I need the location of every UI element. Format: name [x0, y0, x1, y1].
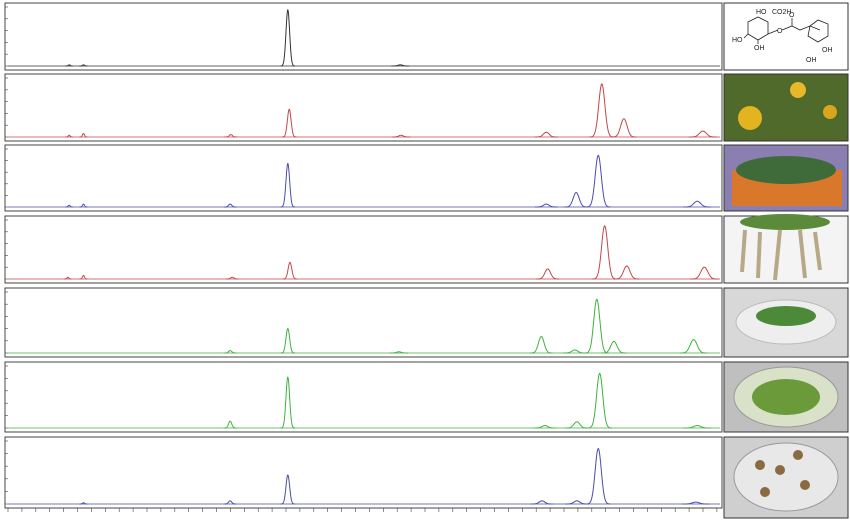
structure-label: CO2H: [772, 9, 791, 16]
structure-bonds: [743, 16, 829, 44]
peak: [613, 265, 640, 280]
panel-frame: [4, 144, 723, 212]
peak: [65, 134, 74, 138]
peak: [225, 276, 239, 280]
photo-detail: [736, 156, 836, 184]
photo-detail: [733, 442, 839, 512]
peak: [534, 131, 558, 138]
peak: [536, 268, 560, 280]
peak: [683, 425, 712, 429]
peak: [564, 191, 589, 208]
structure-label: O: [789, 12, 795, 19]
peak: [282, 261, 298, 280]
peak: [611, 118, 637, 138]
peak: [65, 64, 74, 67]
photo-detail: [793, 450, 803, 460]
peak: [280, 376, 296, 429]
structure-label: O: [777, 28, 783, 35]
peak: [564, 500, 589, 505]
structure-label: HO: [732, 37, 743, 44]
structure-label: OH: [806, 57, 817, 64]
peak: [601, 340, 627, 354]
peak: [584, 298, 610, 354]
photo-detail: [790, 82, 806, 98]
peak: [683, 200, 712, 208]
panel-frame: [4, 2, 723, 71]
peak: [533, 425, 557, 429]
photo-detail: [760, 487, 770, 497]
photo-detail: [740, 229, 822, 281]
structure-label: OH: [754, 45, 765, 52]
peak: [534, 203, 558, 208]
peak: [391, 134, 411, 138]
panel-frame: [4, 361, 723, 433]
peak: [389, 351, 408, 354]
structure-label: OH: [822, 47, 833, 54]
peak: [391, 64, 410, 67]
panel-frame: [4, 287, 723, 358]
structure-label: HO: [756, 9, 767, 16]
peak: [280, 328, 296, 354]
peak: [64, 276, 72, 280]
photo-detail: [775, 465, 785, 475]
peak: [589, 83, 615, 138]
peak: [65, 204, 74, 208]
peak: [280, 9, 296, 67]
peak: [562, 349, 587, 354]
peak: [79, 274, 88, 280]
peak: [592, 225, 618, 280]
photo-detail: [752, 379, 820, 415]
peak: [280, 474, 296, 505]
peak: [585, 154, 611, 208]
photo-detail: [738, 106, 762, 130]
peak: [564, 421, 589, 429]
peak: [587, 372, 613, 429]
photo-detail: [756, 306, 816, 326]
panel-frame: [4, 436, 723, 509]
peak: [223, 203, 237, 208]
peak: [79, 203, 88, 208]
panel-frame: [4, 215, 723, 284]
peak: [688, 130, 717, 138]
peak: [224, 134, 238, 138]
peak: [585, 447, 611, 505]
peak: [280, 162, 296, 208]
photo-detail: [823, 105, 837, 119]
peak: [681, 501, 710, 505]
panel-frame: [4, 73, 723, 142]
peak: [690, 266, 719, 280]
peak: [79, 132, 88, 138]
photo-detail: [755, 460, 765, 470]
peak: [79, 502, 88, 505]
peak: [530, 500, 554, 505]
peak: [223, 500, 237, 505]
photo-detail: [800, 480, 810, 490]
peak: [679, 339, 708, 354]
peak: [529, 336, 553, 354]
peak: [281, 108, 297, 138]
peak: [79, 64, 88, 67]
photo-detail: [740, 214, 830, 230]
peak: [223, 350, 237, 354]
peak: [223, 420, 237, 429]
